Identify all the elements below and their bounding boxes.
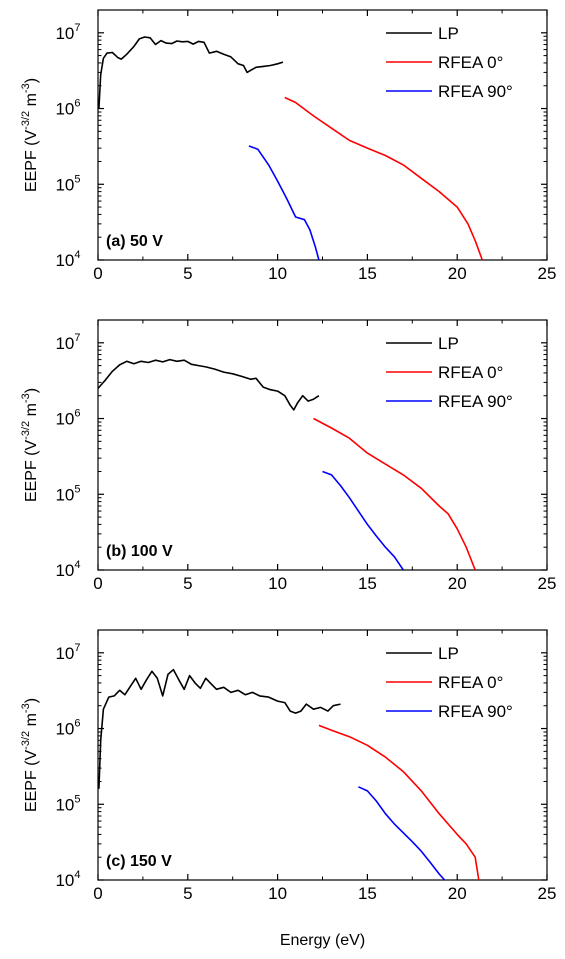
x-tick-label: 15 [358, 884, 377, 903]
x-tick-label: 25 [538, 884, 557, 903]
legend-label-2: RFEA 90° [438, 392, 513, 411]
series-line-2 [322, 470, 404, 570]
plot-frame [97, 629, 548, 881]
x-tick-label: 20 [448, 574, 467, 593]
x-tick-label: 10 [268, 884, 287, 903]
x-axis-title: Energy (eV) [280, 932, 365, 949]
series-line-1 [318, 724, 480, 880]
series-line-1 [313, 417, 476, 570]
x-tick-label: 5 [183, 884, 192, 903]
x-tick-label: 0 [93, 574, 102, 593]
panel-1: 0 5 10 15 20 25 104 105 106 107 EEPF (V-3/2 m-3) LP… [20, 319, 557, 593]
y-axis-title: EEPF (V-3/2 m-3) [20, 78, 40, 192]
legend-label-0: LP [438, 24, 459, 43]
x-tick-label: 25 [538, 264, 557, 283]
y-tick-label: 104 [55, 869, 80, 890]
panel-0: 0 5 10 15 20 25 104 105 106 107 EEPF (V-3/2 m-3) LP… [20, 9, 557, 283]
y-tick-label: 105 [55, 793, 80, 814]
legend-label-1: RFEA 0° [438, 673, 503, 692]
x-tick-label: 0 [93, 264, 102, 283]
panel-label: (c) 150 V [106, 853, 172, 870]
legend-label-1: RFEA 0° [438, 53, 503, 72]
legend-label-2: RFEA 90° [438, 702, 513, 721]
x-tick-label: 15 [358, 264, 377, 283]
y-tick-label: 107 [55, 22, 80, 43]
y-tick-label: 107 [55, 332, 80, 353]
panel-2: 0 5 10 15 20 25 104 105 106 107 EEPF (V-3/2 m-3) LP… [20, 629, 557, 949]
series-line-0 [98, 36, 284, 109]
y-tick-label: 106 [55, 408, 80, 429]
y-tick-label: 105 [55, 173, 80, 194]
x-tick-label: 20 [448, 884, 467, 903]
plot-frame [97, 319, 548, 571]
x-tick-label: 20 [448, 264, 467, 283]
series-line-2 [358, 786, 446, 880]
y-tick-label: 107 [55, 642, 80, 663]
x-tick-label: 10 [268, 264, 287, 283]
x-tick-label: 5 [183, 264, 192, 283]
y-axis-title: EEPF (V-3/2 m-3) [20, 388, 40, 502]
y-tick-label: 105 [55, 483, 80, 504]
legend-label-1: RFEA 0° [438, 363, 503, 382]
y-tick-label: 106 [55, 718, 80, 739]
plot-frame [97, 9, 548, 261]
series-line-1 [284, 96, 484, 260]
panel-label: (b) 100 V [106, 543, 173, 560]
y-tick-label: 104 [55, 249, 80, 270]
x-tick-label: 5 [183, 574, 192, 593]
legend-label-2: RFEA 90° [438, 82, 513, 101]
series-line-0 [98, 358, 320, 411]
x-tick-label: 25 [538, 574, 557, 593]
y-tick-label: 104 [55, 559, 80, 580]
series-line-2 [248, 145, 320, 260]
y-axis-title: EEPF (V-3/2 m-3) [20, 698, 40, 812]
y-tick-label: 106 [55, 98, 80, 119]
x-tick-label: 10 [268, 574, 287, 593]
legend-label-0: LP [438, 334, 459, 353]
x-tick-label: 15 [358, 574, 377, 593]
series-line-0 [98, 668, 341, 789]
legend-label-0: LP [438, 644, 459, 663]
x-tick-label: 0 [93, 884, 102, 903]
panel-label: (a) 50 V [106, 233, 163, 250]
